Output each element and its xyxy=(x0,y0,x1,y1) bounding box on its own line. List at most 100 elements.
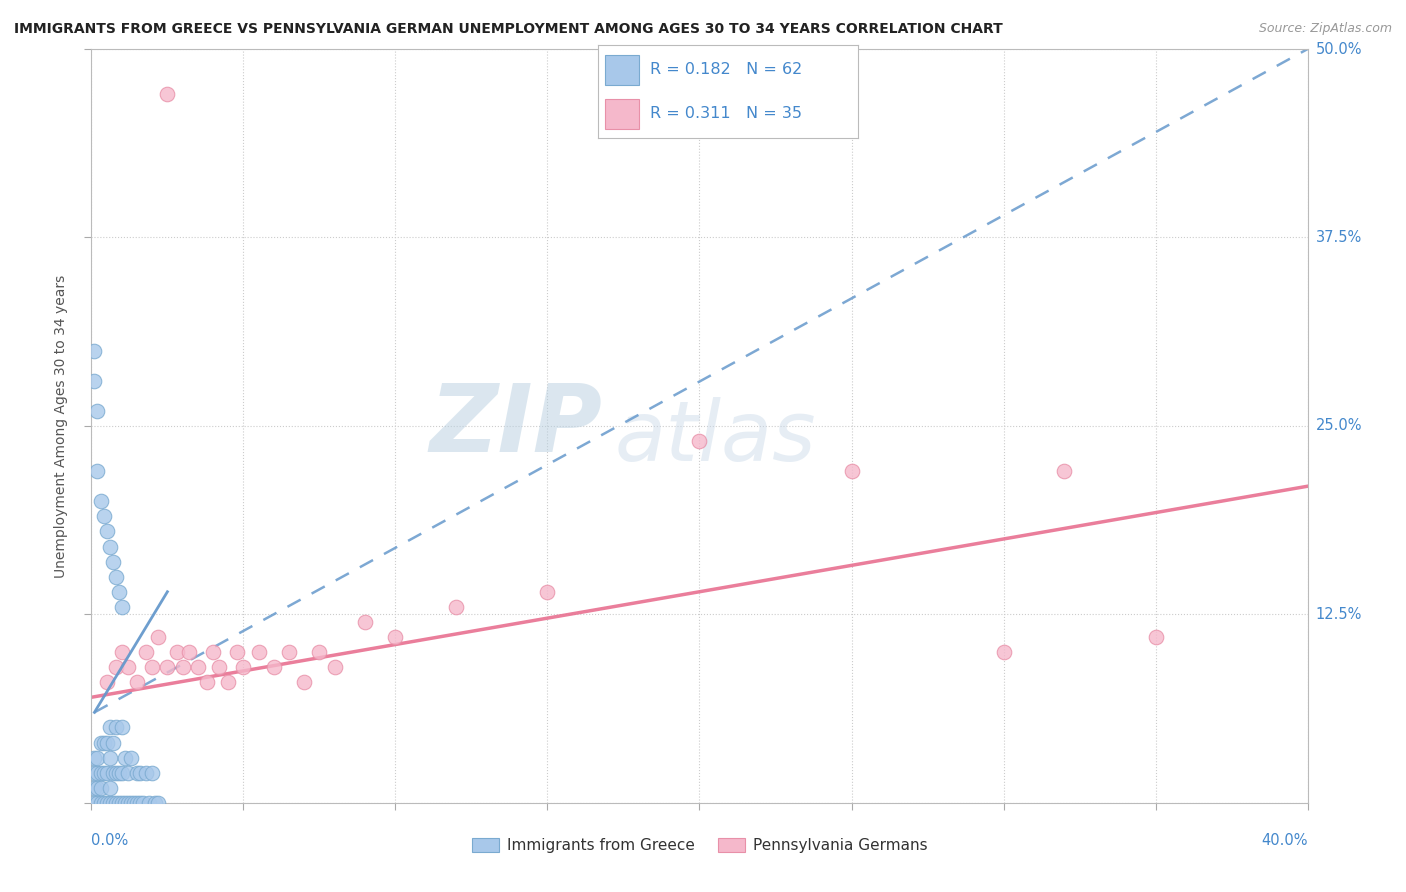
Point xyxy=(125,675,148,690)
Text: Source: ZipAtlas.com: Source: ZipAtlas.com xyxy=(1258,22,1392,36)
Point xyxy=(86,464,108,478)
Point xyxy=(96,765,118,780)
Point xyxy=(86,796,108,810)
Point xyxy=(125,765,148,780)
Point xyxy=(536,584,558,599)
Point xyxy=(114,750,136,764)
Point xyxy=(226,645,249,659)
Point xyxy=(111,721,134,735)
Point xyxy=(384,630,406,644)
Point xyxy=(86,780,108,795)
Point xyxy=(98,780,121,795)
Point xyxy=(187,660,209,674)
Point xyxy=(292,675,315,690)
Point xyxy=(86,765,108,780)
Point xyxy=(101,735,124,749)
Point xyxy=(98,540,121,554)
Point xyxy=(83,796,105,810)
Point xyxy=(117,660,139,674)
Point xyxy=(129,796,152,810)
Point xyxy=(141,765,163,780)
Point xyxy=(993,645,1015,659)
Point xyxy=(101,555,124,569)
Point xyxy=(444,599,467,614)
Point xyxy=(841,464,863,478)
Point xyxy=(93,735,115,749)
Point xyxy=(166,645,188,659)
Point xyxy=(104,796,127,810)
Point xyxy=(83,343,105,358)
Point xyxy=(120,750,142,764)
Point xyxy=(93,765,115,780)
Point xyxy=(156,660,179,674)
Text: 50.0%: 50.0% xyxy=(1316,42,1362,56)
Text: R = 0.311   N = 35: R = 0.311 N = 35 xyxy=(650,106,801,121)
Point xyxy=(217,675,239,690)
Point xyxy=(104,721,127,735)
Point xyxy=(104,660,127,674)
Point xyxy=(104,570,127,584)
Point xyxy=(132,796,155,810)
Point xyxy=(117,765,139,780)
Point xyxy=(247,645,270,659)
Point xyxy=(122,796,145,810)
Y-axis label: Unemployment Among Ages 30 to 34 years: Unemployment Among Ages 30 to 34 years xyxy=(55,275,69,577)
Text: R = 0.182   N = 62: R = 0.182 N = 62 xyxy=(650,62,801,78)
Text: ZIP: ZIP xyxy=(429,380,602,472)
Point xyxy=(117,796,139,810)
Text: 0.0%: 0.0% xyxy=(91,833,128,848)
Point xyxy=(120,796,142,810)
Point xyxy=(135,765,157,780)
Text: 37.5%: 37.5% xyxy=(1316,230,1362,245)
Point xyxy=(96,796,118,810)
Point xyxy=(98,721,121,735)
Point xyxy=(111,796,134,810)
Point xyxy=(96,675,118,690)
Point xyxy=(141,660,163,674)
Text: 25.0%: 25.0% xyxy=(1316,418,1362,434)
Point xyxy=(354,615,377,629)
Point xyxy=(125,796,148,810)
Legend: Immigrants from Greece, Pennsylvania Germans: Immigrants from Greece, Pennsylvania Ger… xyxy=(465,832,934,859)
Point xyxy=(177,645,200,659)
Point xyxy=(1053,464,1076,478)
Point xyxy=(1144,630,1167,644)
Point xyxy=(89,494,111,508)
Point xyxy=(172,660,194,674)
Point xyxy=(83,780,105,795)
Point xyxy=(93,509,115,524)
Point xyxy=(688,434,710,448)
Point xyxy=(83,750,105,764)
Point xyxy=(89,796,111,810)
Bar xyxy=(606,55,640,85)
Point xyxy=(96,524,118,539)
Point xyxy=(195,675,218,690)
Point xyxy=(129,765,152,780)
Point xyxy=(263,660,285,674)
Point xyxy=(86,750,108,764)
Point xyxy=(156,87,179,102)
Point xyxy=(101,765,124,780)
Text: 12.5%: 12.5% xyxy=(1316,607,1362,622)
Point xyxy=(135,645,157,659)
Point xyxy=(232,660,254,674)
Text: 40.0%: 40.0% xyxy=(1261,833,1308,848)
Point xyxy=(202,645,225,659)
Point xyxy=(93,796,115,810)
Text: atlas: atlas xyxy=(614,397,815,478)
Point xyxy=(89,780,111,795)
Point xyxy=(308,645,330,659)
Point xyxy=(83,765,105,780)
Point xyxy=(107,796,129,810)
Bar xyxy=(606,99,640,129)
Point xyxy=(107,584,129,599)
Point xyxy=(96,735,118,749)
Point xyxy=(98,796,121,810)
Point xyxy=(148,796,170,810)
Point xyxy=(208,660,231,674)
Point xyxy=(114,796,136,810)
Point xyxy=(323,660,346,674)
Point xyxy=(83,374,105,388)
Point xyxy=(86,404,108,418)
Text: IMMIGRANTS FROM GREECE VS PENNSYLVANIA GERMAN UNEMPLOYMENT AMONG AGES 30 TO 34 Y: IMMIGRANTS FROM GREECE VS PENNSYLVANIA G… xyxy=(14,22,1002,37)
